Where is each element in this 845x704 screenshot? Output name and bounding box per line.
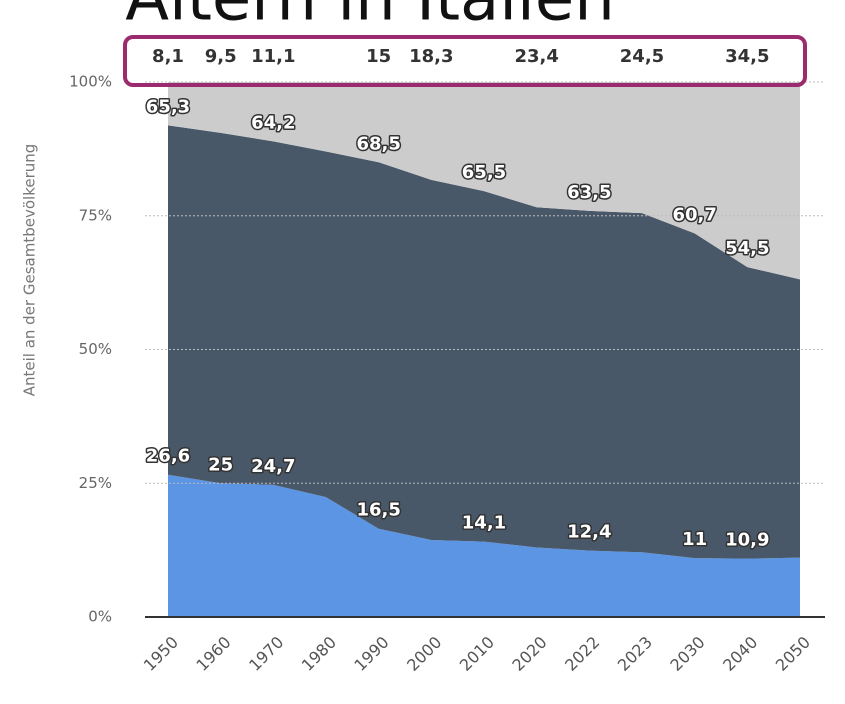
x-tick-label: 1970 (245, 633, 287, 675)
data-label: 15 (366, 46, 391, 67)
data-label: 11 (682, 529, 707, 550)
data-label: 65,3 (146, 96, 190, 117)
x-tick-label: 2010 (456, 633, 498, 675)
x-tick-label: 2040 (719, 633, 761, 675)
data-label: 8,1 (152, 46, 184, 67)
chart-title: Altern in Italien (125, 0, 615, 36)
x-tick-label: 2030 (666, 633, 708, 675)
x-tick-label: 2022 (561, 633, 603, 675)
area (168, 474, 800, 617)
data-label: 25 (208, 454, 233, 475)
data-label: 11,1 (251, 46, 295, 67)
data-label: 9,5 (205, 46, 237, 67)
x-tick-label: 1950 (140, 633, 182, 675)
data-label: 10,9 (725, 530, 769, 551)
x-tick-label: 2000 (403, 633, 445, 675)
x-tick-label: 2023 (614, 633, 656, 675)
x-tick-label: 1960 (192, 633, 234, 675)
x-tick-label: 1980 (298, 633, 340, 675)
x-tick-label: 2020 (508, 633, 550, 675)
data-label: 54,5 (725, 238, 769, 259)
data-label: 24,7 (251, 456, 295, 477)
area (168, 125, 800, 559)
data-label: 12,4 (567, 522, 611, 543)
data-label: 63,5 (567, 182, 611, 203)
x-tick-label: 1990 (350, 633, 392, 675)
data-label: 65,5 (462, 162, 506, 183)
data-label: 34,5 (725, 46, 769, 67)
data-label: 26,6 (146, 446, 190, 467)
data-label: 60,7 (672, 204, 716, 225)
y-axis-label: Anteil an der Gesamtbevölkerung (21, 144, 39, 397)
y-tick-label: 0% (88, 608, 112, 626)
data-label: 18,3 (409, 46, 453, 67)
data-label: 68,5 (356, 133, 400, 154)
x-tick-label: 2050 (772, 633, 814, 675)
data-label: 24,5 (620, 46, 664, 67)
y-tick-label: 50% (79, 340, 112, 358)
data-label: 16,5 (356, 500, 400, 521)
data-label: 23,4 (514, 46, 558, 67)
highlight-box (123, 35, 807, 87)
y-tick-label: 75% (79, 206, 112, 224)
y-tick-label: 25% (79, 474, 112, 492)
area (168, 82, 800, 280)
y-tick-label: 100% (69, 73, 112, 91)
data-label: 64,2 (251, 112, 295, 133)
data-label: 14,1 (462, 513, 506, 534)
